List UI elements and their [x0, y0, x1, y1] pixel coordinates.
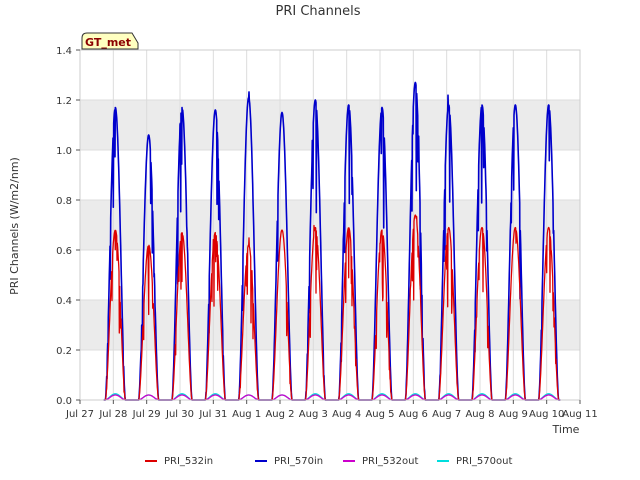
y-tick-label: 0.2	[56, 346, 72, 357]
x-tick-label: Aug 3	[299, 409, 328, 420]
x-tick-label: Aug 10	[529, 409, 564, 420]
site-badge: GT_met	[81, 32, 139, 50]
y-tick-label: 1.0	[56, 146, 72, 157]
x-tick-label: Jul 28	[98, 409, 127, 420]
band-layer	[80, 100, 580, 350]
x-tick-label: Aug 7	[432, 409, 461, 420]
chart-title: PRI Channels	[276, 4, 361, 19]
x-tick-label: Aug 8	[465, 409, 494, 420]
y-tick-label: 0.8	[56, 196, 72, 207]
x-tick-label: Jul 29	[132, 409, 161, 420]
plot-frame	[79, 49, 581, 401]
y-tick-label: 0.0	[56, 396, 72, 407]
band-1	[80, 200, 580, 250]
x-tick-label: Aug 6	[399, 409, 428, 420]
x-tick-label: Jul 27	[65, 409, 94, 420]
x-tick-label: Aug 5	[365, 409, 394, 420]
x-tick-label: Aug 11	[562, 409, 597, 420]
x-tick-label: Aug 4	[332, 409, 361, 420]
y-tick-label: 1.2	[56, 96, 72, 107]
x-axis-label: Time	[552, 423, 580, 436]
site-badge-label: GT_met	[85, 36, 131, 49]
y-tick-label: 0.6	[56, 246, 72, 257]
band-2	[80, 100, 580, 150]
legend: PRI_532in PRI_570in PRI_532out PRI_570out	[145, 456, 512, 467]
y-tick-label: 0.4	[56, 296, 72, 307]
x-tick-label: Jul 30	[165, 409, 194, 420]
y-tick-label: 1.4	[56, 46, 72, 57]
band-0	[80, 300, 580, 350]
legend-label: PRI_532out	[362, 456, 418, 467]
legend-label: PRI_532in	[164, 456, 213, 467]
x-tick-label: Aug 1	[232, 409, 261, 420]
x-tick-label: Aug 9	[499, 409, 528, 420]
x-tick-label: Aug 2	[265, 409, 294, 420]
legend-label: PRI_570out	[456, 456, 512, 467]
site-badge-box	[81, 32, 139, 50]
legend-label: PRI_570in	[274, 456, 323, 467]
x-tick-label: Jul 31	[198, 409, 227, 420]
axis-ticks: 0.0 0.2 0.4 0.6 0.8 1.0 1.2 1.4 Jul 27 Jul 28 Jul …	[56, 46, 598, 420]
y-axis-label: PRI Channels (W/m2/nm)	[8, 157, 21, 295]
